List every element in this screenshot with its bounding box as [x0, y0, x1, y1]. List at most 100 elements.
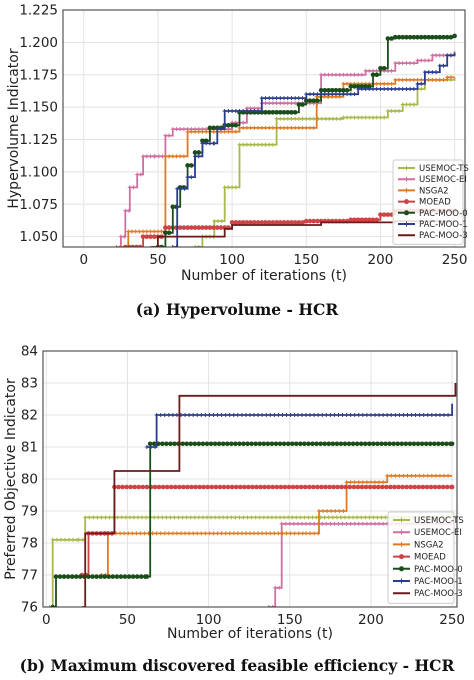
chart-1-marker-moead	[331, 484, 336, 490]
chart-1-marker-pac-moo-1	[328, 413, 333, 417]
chart-1-marker-nsga2	[174, 531, 179, 536]
chart-0-y-tick-label: 1.200	[19, 35, 58, 51]
chart-1-marker-pac-moo-1	[389, 413, 394, 417]
chart-1-marker-usemoc-ei	[312, 521, 317, 526]
chart-1-marker-nsga2	[231, 531, 236, 536]
chart-1-marker-nsga2	[215, 531, 220, 536]
chart-0-marker-pac-moo-1	[174, 245, 179, 247]
chart-1-marker-moead	[327, 484, 332, 490]
chart-1-marker-pac-moo-1	[144, 445, 149, 449]
chart-0-marker-nsga2	[289, 125, 294, 130]
chart-1-marker-moead	[181, 484, 186, 490]
chart-1-series-line-pac-moo-3	[82, 383, 457, 607]
chart-0-marker-pac-moo-1	[393, 87, 398, 91]
chart-0-marker-usemoc-ts	[389, 109, 394, 114]
chart-1-marker-moead	[250, 484, 255, 490]
chart-0-marker-moead	[385, 212, 391, 217]
chart-1-marker-moead	[359, 484, 365, 490]
chart-1-marker-pac-moo-0	[253, 441, 258, 447]
chart-1-y-axis-label: Preferred Objective Indicator	[3, 378, 19, 580]
chart-1-legend-marker-moead	[399, 554, 404, 560]
chart-1-marker-pac-moo-0	[164, 441, 169, 447]
chart-1-legend-marker-nsga2	[399, 541, 404, 547]
chart-0-marker-nsga2	[300, 125, 305, 130]
chart-0-marker-usemoc-ts	[300, 116, 305, 121]
chart-1-marker-moead	[246, 484, 251, 490]
chart-1-marker-nsga2	[235, 531, 240, 536]
chart-0-marker-pac-moo-1	[341, 92, 346, 97]
chart-0-marker-pac-moo-0	[448, 34, 454, 40]
chart-1-marker-moead	[449, 484, 455, 490]
chart-0-marker-pac-moo-1	[196, 154, 201, 159]
chart-0-marker-moead	[255, 220, 261, 225]
chart-1-marker-usemoc-ei	[328, 521, 333, 526]
chart-0-marker-nsga2	[148, 229, 153, 234]
chart-0-legend-marker-pac-moo-0	[404, 210, 409, 216]
chart-1-marker-moead	[315, 484, 320, 490]
chart-1-marker-nsga2	[150, 531, 155, 536]
chart-1-marker-nsga2	[248, 531, 252, 536]
chart-1-marker-pac-moo-1	[421, 413, 426, 417]
chart-0-marker-usemoc-ts	[323, 116, 328, 121]
chart-0-marker-pac-moo-0	[370, 72, 376, 78]
chart-0-marker-pac-moo-1	[244, 109, 249, 114]
chart-1-marker-pac-moo-0	[212, 441, 218, 447]
chart-1-marker-usemoc-ts	[209, 515, 214, 520]
chart-1-marker-moead	[323, 484, 328, 490]
chart-0-marker-usemoc-ei	[167, 133, 172, 138]
chart-0-marker-moead	[378, 212, 383, 217]
chart-1-marker-pac-moo-0	[334, 441, 340, 447]
chart-0-marker-nsga2	[278, 125, 283, 130]
chart-1-marker-usemoc-ts	[196, 515, 201, 520]
chart-1-marker-nsga2	[308, 531, 313, 536]
chart-0-marker-usemoc-ts	[371, 115, 376, 120]
chart-0-marker-moead	[237, 220, 242, 225]
chart-1-marker-moead	[242, 484, 247, 490]
chart-0-marker-pac-moo-1	[230, 109, 235, 114]
chart-1-marker-nsga2	[170, 531, 175, 536]
chart-1-marker-moead	[440, 484, 446, 490]
chart-0-marker-nsga2	[282, 125, 287, 130]
chart-1-marker-usemoc-ei	[295, 521, 300, 526]
chart-0-marker-moead	[140, 234, 146, 239]
chart-0-marker-pac-moo-0	[381, 65, 387, 71]
chart-0-marker-usemoc-ei	[371, 68, 376, 73]
chart-1-marker-nsga2	[325, 509, 330, 513]
chart-1-marker-moead	[392, 484, 397, 490]
chart-1-marker-pac-moo-1	[162, 413, 167, 417]
chart-0-marker-pac-moo-1	[212, 141, 217, 146]
chart-0-marker-usemoc-ts	[378, 115, 383, 120]
chart-1-marker-pac-moo-0	[257, 441, 263, 447]
chart-1-marker-moead	[116, 484, 121, 490]
chart-0-marker-pac-moo-0	[389, 36, 394, 41]
chart-1-marker-pac-moo-1	[295, 413, 300, 417]
chart-1-legend-marker-pac-moo-1	[399, 578, 404, 584]
chart-0-marker-usemoc-ei	[330, 72, 335, 77]
chart-0-marker-moead	[211, 225, 216, 230]
chart-1-series-line-pac-moo-1	[146, 403, 453, 448]
chart-0-marker-pac-moo-1	[278, 96, 283, 101]
chart-1-marker-usemoc-ts	[115, 515, 120, 520]
chart-0-marker-usemoc-ei	[333, 72, 338, 77]
chart-0-marker-usemoc-ts	[193, 245, 198, 247]
chart-0-marker-pac-moo-1	[182, 186, 187, 191]
chart-0-marker-pac-moo-0	[392, 34, 398, 40]
chart-0-marker-usemoc-ts	[330, 116, 335, 121]
chart-1-marker-nsga2	[446, 473, 451, 478]
chart-1-marker-moead	[400, 484, 405, 490]
chart-1-marker-usemoc-ts	[221, 515, 226, 520]
chart-1-marker-pac-moo-1	[364, 413, 369, 417]
chart-0-marker-pac-moo-0	[281, 110, 287, 115]
chart-1-marker-moead	[229, 484, 235, 490]
chart-0-marker-usemoc-ts	[338, 116, 343, 121]
chart-0-marker-usemoc-ts	[359, 115, 364, 120]
chart-1-marker-moead	[124, 484, 129, 490]
chart-1-marker-nsga2	[292, 531, 297, 536]
chart-1-y-tick-label: 83	[21, 376, 38, 392]
chart-0-marker-moead	[130, 244, 136, 247]
chart-0-legend-label-usemoc-ts: USEMOC-TS	[419, 164, 469, 174]
chart-1-marker-usemoc-ts	[261, 515, 266, 520]
chart-1-marker-moead	[254, 484, 259, 490]
chart-0-marker-usemoc-ts	[327, 116, 332, 121]
chart-0-marker-usemoc-ts	[356, 115, 361, 120]
